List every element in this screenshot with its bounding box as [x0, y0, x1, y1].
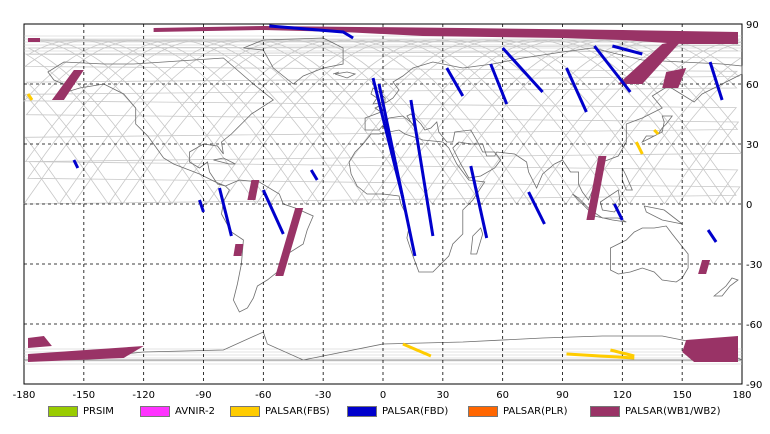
legend-item: PALSAR(PLR) [468, 404, 567, 418]
coastline-iceland [334, 71, 357, 79]
orbit-track [27, 39, 740, 205]
lon-tick-label: 150 [673, 390, 692, 401]
coastline-cuba [213, 157, 236, 165]
fbd-scene-strip[interactable] [198, 199, 205, 213]
palsar-wb-scenes[interactable] [28, 26, 739, 362]
palsar-fbs-scenes[interactable] [26, 93, 660, 360]
lat-tick-label: -60 [746, 320, 762, 331]
coastline-philippines [621, 167, 633, 191]
coastline-new-guinea [643, 205, 683, 225]
fbd-scene-strip[interactable] [261, 189, 285, 235]
wb-scene-swath[interactable] [247, 180, 260, 200]
legend-swatch [230, 405, 260, 417]
legend-swatch [140, 405, 170, 417]
lon-tick-label: -60 [255, 390, 271, 401]
legend-label: PALSAR(PLR) [503, 405, 568, 417]
legend-label: PALSAR(FBD) [382, 405, 449, 417]
lat-tick-label: -90 [746, 380, 762, 391]
fbs-scene-strip[interactable] [610, 348, 635, 358]
lon-tick-label: 180 [732, 390, 751, 401]
wb-scene-swath[interactable] [28, 38, 40, 42]
wb-scene-swath[interactable] [275, 208, 304, 276]
legend-swatch [347, 405, 377, 417]
wb-scene-swath[interactable] [51, 70, 84, 100]
orbit-track [27, 39, 743, 205]
fbs-scene-strip[interactable] [634, 141, 644, 155]
lon-tick-label: 90 [556, 390, 569, 401]
orbit-track [255, 39, 616, 205]
fbd-scene-strip[interactable] [309, 169, 319, 181]
lon-tick-label: -120 [132, 390, 155, 401]
fbd-scene-strip[interactable] [613, 203, 624, 221]
fbd-scene-strip[interactable] [469, 165, 489, 239]
coastline-madagascar [470, 227, 484, 255]
fbd-scene-strip[interactable] [409, 99, 435, 237]
lon-tick-label: -30 [315, 390, 331, 401]
axis-tick-labels: -180 -150 -120 -90 -60 -30 0 30 60 90 120 150 180 90 6… [13, 20, 763, 401]
wb-scene-swath[interactable] [662, 68, 687, 88]
legend-swatch [468, 405, 498, 417]
fbd-scene-strip[interactable] [377, 83, 417, 257]
lon-tick-label: -180 [13, 390, 36, 401]
orbit-track [23, 39, 738, 205]
orbit-track [206, 39, 567, 205]
wb-scene-swath[interactable] [618, 40, 683, 84]
fbd-scene-strip[interactable] [218, 187, 233, 237]
legend-item: PALSAR(FBS) [230, 404, 330, 418]
fbs-scene-strip[interactable] [566, 352, 635, 360]
legend-swatch [48, 405, 78, 417]
coastline-africa [348, 129, 486, 273]
lat-tick-label: 0 [746, 200, 752, 211]
lat-tick-label: 30 [746, 140, 759, 151]
legend-item: PRSIM [48, 404, 114, 418]
fbd-scene-strip[interactable] [527, 191, 546, 225]
coastline-indonesia [572, 193, 627, 223]
legend-item: PALSAR(FBD) [347, 404, 448, 418]
lon-tick-label: -150 [72, 390, 95, 401]
legend-label: PALSAR(FBS) [265, 405, 330, 417]
fbd-scene-strip[interactable] [565, 67, 588, 113]
fbs-scene-strip[interactable] [402, 342, 432, 358]
fbd-scene-strip[interactable] [708, 61, 724, 101]
fbs-scene-strip[interactable] [26, 93, 34, 101]
lat-tick-label: 60 [746, 80, 759, 91]
fbd-scene-strip[interactable] [269, 24, 354, 40]
lon-tick-label: 0 [380, 390, 386, 401]
lat-tick-label: -30 [746, 260, 762, 271]
fbd-scene-strip[interactable] [593, 45, 632, 93]
wb-scene-swath[interactable] [153, 26, 739, 44]
fbd-scene-strip[interactable] [72, 159, 80, 169]
coastline-greenland-2 [332, 71, 340, 75]
wb-scene-swath[interactable] [682, 336, 738, 362]
orbit-track [24, 39, 739, 205]
fbd-scene-strip[interactable] [612, 44, 643, 56]
fbs-scene-strip[interactable] [653, 128, 660, 136]
wb-scene-swath[interactable] [28, 336, 52, 348]
wb-scene-swath[interactable] [233, 244, 244, 256]
fbd-scene-strip[interactable] [489, 63, 509, 105]
coastline-australia [610, 225, 689, 283]
fbd-scene-strip[interactable] [445, 67, 465, 97]
lon-tick-label: -90 [195, 390, 211, 401]
legend-label: AVNIR-2 [175, 405, 215, 417]
lon-tick-label: 60 [496, 390, 509, 401]
coastline-new-zealand [713, 277, 739, 297]
legend-item: AVNIR-2 [140, 404, 215, 418]
lat-tick-label: 90 [746, 20, 759, 31]
wb-scene-swath[interactable] [586, 156, 607, 220]
coastline-eurasia [364, 47, 743, 201]
lon-tick-label: 30 [436, 390, 449, 401]
fbd-scene-strip[interactable] [706, 229, 718, 243]
wb-scene-swath[interactable] [28, 346, 144, 362]
lon-tick-label: 120 [613, 390, 632, 401]
wb-scene-swath[interactable] [698, 260, 711, 274]
legend-label: PALSAR(WB1/WB2) [625, 405, 721, 417]
legend-swatch [590, 405, 620, 417]
legend-item: PALSAR(WB1/WB2) [590, 404, 721, 418]
palsar-fbd-scenes[interactable] [72, 24, 724, 257]
legend-label: PRSIM [83, 405, 114, 417]
fbd-scene-strip[interactable] [501, 46, 544, 94]
